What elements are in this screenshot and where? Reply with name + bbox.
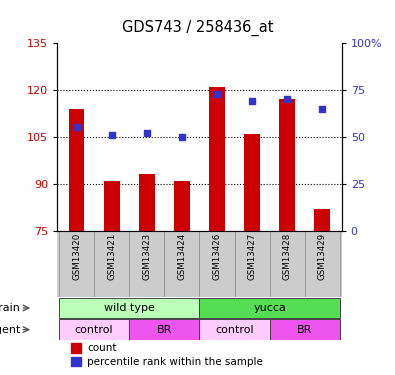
Bar <box>209 87 225 231</box>
Text: BR: BR <box>297 325 312 334</box>
Text: percentile rank within the sample: percentile rank within the sample <box>87 357 263 366</box>
Bar <box>139 174 155 231</box>
Point <box>179 134 185 140</box>
Text: GSM13420: GSM13420 <box>72 232 81 280</box>
Point <box>319 106 325 112</box>
Text: GDS743 / 258436_at: GDS743 / 258436_at <box>122 20 273 36</box>
Text: wild type: wild type <box>104 303 155 313</box>
Bar <box>129 319 199 340</box>
Bar <box>164 231 199 297</box>
Text: GSM13426: GSM13426 <box>213 232 222 280</box>
Bar <box>270 319 340 340</box>
Bar <box>174 180 190 231</box>
Bar <box>199 297 340 318</box>
Bar <box>305 231 340 297</box>
Bar <box>279 99 295 231</box>
Point <box>109 132 115 138</box>
Point <box>214 91 220 97</box>
Text: GSM13428: GSM13428 <box>283 232 292 280</box>
Bar <box>59 231 94 297</box>
Point <box>144 130 150 136</box>
Bar <box>104 180 120 231</box>
Bar <box>59 297 199 318</box>
Bar <box>71 357 81 366</box>
Text: agent: agent <box>0 325 20 334</box>
Point <box>249 98 255 104</box>
Point <box>73 124 80 130</box>
Text: GSM13427: GSM13427 <box>248 232 257 280</box>
Bar <box>94 231 129 297</box>
Text: GSM13421: GSM13421 <box>107 232 116 280</box>
Bar <box>244 134 260 231</box>
Text: yucca: yucca <box>253 303 286 313</box>
Point <box>284 96 290 102</box>
Text: control: control <box>215 325 254 334</box>
Bar <box>129 231 164 297</box>
Bar <box>71 343 81 352</box>
Text: GSM13423: GSM13423 <box>142 232 151 280</box>
Text: BR: BR <box>157 325 172 334</box>
Bar <box>69 109 85 231</box>
Bar <box>199 231 235 297</box>
Text: strain: strain <box>0 303 20 313</box>
Text: control: control <box>75 325 113 334</box>
Text: GSM13424: GSM13424 <box>177 232 186 280</box>
Bar <box>270 231 305 297</box>
Bar <box>59 319 129 340</box>
Text: count: count <box>87 343 117 353</box>
Bar <box>235 231 270 297</box>
Bar <box>314 209 330 231</box>
Text: GSM13429: GSM13429 <box>318 232 327 280</box>
Bar <box>199 319 270 340</box>
